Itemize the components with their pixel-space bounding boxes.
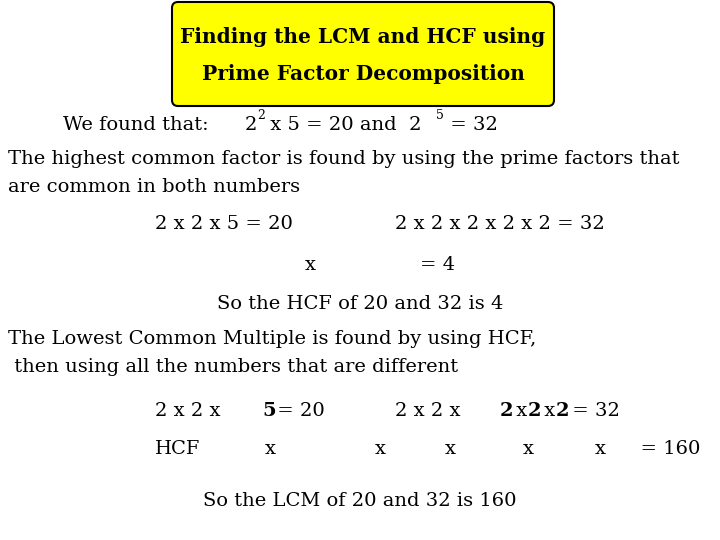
Text: The highest common factor is found by using the prime factors that: The highest common factor is found by us… bbox=[8, 150, 680, 168]
Text: x: x bbox=[595, 440, 606, 458]
Text: 2: 2 bbox=[556, 402, 570, 420]
Text: x: x bbox=[264, 440, 276, 458]
FancyBboxPatch shape bbox=[172, 2, 554, 106]
Text: The Lowest Common Multiple is found by using HCF,: The Lowest Common Multiple is found by u… bbox=[8, 330, 536, 348]
Text: So the LCM of 20 and 32 is 160: So the LCM of 20 and 32 is 160 bbox=[203, 492, 517, 510]
Text: 2 x 2 x: 2 x 2 x bbox=[395, 402, 467, 420]
Text: 2 x 2 x: 2 x 2 x bbox=[155, 402, 227, 420]
Text: = 32: = 32 bbox=[444, 116, 498, 134]
Text: x: x bbox=[538, 402, 562, 420]
Text: Finding the LCM and HCF using: Finding the LCM and HCF using bbox=[181, 28, 546, 48]
Text: 2 x 2 x 5 = 20: 2 x 2 x 5 = 20 bbox=[155, 215, 293, 233]
Text: 5: 5 bbox=[436, 109, 444, 122]
Text: x 5 = 20 and  2: x 5 = 20 and 2 bbox=[264, 116, 421, 134]
Text: x: x bbox=[374, 440, 385, 458]
Text: = 32: = 32 bbox=[566, 402, 620, 420]
Text: 2 x 2 x 2 x 2 x 2 = 32: 2 x 2 x 2 x 2 x 2 = 32 bbox=[395, 215, 605, 233]
Text: x: x bbox=[523, 440, 534, 458]
Text: HCF: HCF bbox=[155, 440, 200, 458]
Text: Prime Factor Decomposition: Prime Factor Decomposition bbox=[202, 64, 524, 84]
Text: x: x bbox=[444, 440, 456, 458]
Text: So the HCF of 20 and 32 is 4: So the HCF of 20 and 32 is 4 bbox=[217, 295, 503, 313]
Text: We found that:: We found that: bbox=[63, 116, 209, 134]
Text: 2: 2 bbox=[257, 109, 265, 122]
Text: = 160: = 160 bbox=[628, 440, 701, 458]
Text: = 4: = 4 bbox=[420, 256, 455, 274]
Text: are common in both numbers: are common in both numbers bbox=[8, 178, 300, 196]
Text: 5: 5 bbox=[262, 402, 276, 420]
Text: then using all the numbers that are different: then using all the numbers that are diff… bbox=[8, 358, 458, 376]
Text: 2: 2 bbox=[500, 402, 513, 420]
Text: x: x bbox=[510, 402, 534, 420]
Text: 2: 2 bbox=[528, 402, 541, 420]
Text: = 20: = 20 bbox=[271, 402, 325, 420]
Text: 2: 2 bbox=[245, 116, 257, 134]
Text: x: x bbox=[305, 256, 315, 274]
